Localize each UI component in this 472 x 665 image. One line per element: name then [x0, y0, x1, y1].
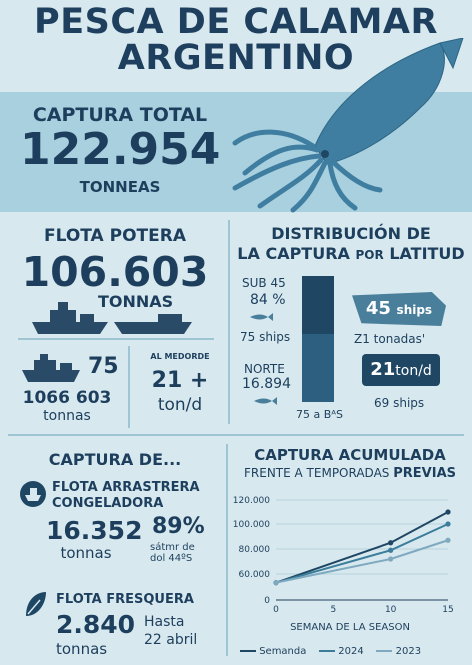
column-divider-top: [228, 220, 230, 424]
series-line: [275, 511, 449, 584]
legend-item: 2024: [319, 646, 364, 657]
total-value: 122.954: [20, 124, 221, 175]
callout-ships-sub: Z1 tonadas': [354, 332, 426, 346]
legend-label: 2024: [338, 646, 364, 657]
fish-icon: [254, 397, 277, 405]
chart-subtitle: FRENTE A TEMPORADAS PREVIAS: [232, 466, 468, 481]
sub45-ships: 75 ships: [240, 330, 291, 344]
chart-title: CAPTURA ACUMULADA: [254, 446, 446, 464]
y-tick-label: 80.000: [239, 545, 271, 555]
flota-rate-value: 21 +: [151, 368, 209, 393]
arrastrera-unit: tonnas: [60, 544, 112, 562]
callout-rate-value: 21: [370, 359, 396, 380]
y-tick-label: 0: [264, 596, 270, 606]
x-tick-label: 5: [330, 605, 336, 615]
ship-icon: [20, 481, 46, 507]
latitude-bar-sub45: [302, 276, 334, 334]
captura-title: CAPTURA DE...: [48, 450, 182, 469]
flota-tonnes-unit: tonnas: [43, 408, 91, 424]
legend-swatch: [240, 650, 256, 652]
distribution-title-line1: DISTRIBUCIÓN DE: [271, 224, 431, 243]
data-point: [388, 547, 394, 553]
arrastrera-note2: dol 44ºS: [150, 553, 193, 564]
section-divider: [8, 434, 464, 436]
data-point: [445, 521, 451, 527]
ship-icon: [32, 302, 108, 334]
arrastrera-pct: 89%: [152, 514, 205, 539]
distribution-title-part-c: LATITUD: [389, 244, 465, 263]
x-tick-label: 15: [442, 605, 453, 615]
fresquera-unit: tonnas: [56, 640, 108, 658]
flota-rate-label: AL MEDORDE: [150, 352, 210, 361]
arrastrera-note1: sátmr de: [150, 542, 195, 553]
chart-legend: Semanda 2024 2023: [240, 646, 470, 657]
flota-label: FLOTA POTERA: [43, 226, 186, 246]
chart-xlabel: SEMANA DE LA SEASON: [290, 622, 410, 633]
fresquera-note1: Hasta: [144, 614, 185, 630]
fish-icon: [250, 313, 273, 321]
data-point: [273, 580, 279, 586]
flota-split: [128, 346, 130, 428]
y-tick-label: 100.000: [233, 520, 270, 530]
latitude-bar-label: 75 a BᴬS: [296, 408, 343, 421]
page-title-line2: ARGENTINO: [117, 38, 355, 78]
leaf-icon: [26, 592, 46, 616]
y-tick-label: 120.000: [233, 496, 270, 506]
flota-unit: TONNAS: [98, 292, 174, 311]
y-tick-label: 60.000: [239, 570, 271, 580]
line-chart: 0 60.000 80.000 100.000 120.000 0 5 10 15: [233, 496, 454, 615]
fresquera-note2: 22 abril: [144, 632, 198, 648]
legend-swatch: [376, 650, 393, 652]
page-title-line1: PESCA DE CALAMAR: [34, 2, 438, 42]
fresquera-label: FLOTA FRESQUERA: [56, 592, 194, 607]
data-point: [388, 556, 394, 562]
distribution-title-part-b: POR: [355, 248, 384, 262]
callout-ships-unit: ships: [396, 303, 433, 317]
sub45-label: SUB 45: [242, 276, 286, 290]
callout-rate: 21ton/d: [362, 354, 440, 386]
chart-subtitle-part-b: PREVIAS: [393, 466, 456, 481]
norte-label: NORTE: [244, 362, 285, 376]
flota-rate-unit: ton/d: [157, 395, 203, 415]
x-tick-label: 0: [273, 605, 279, 615]
arrastrera-value: 16.352: [46, 516, 143, 545]
arrastrera-label1: FLOTA ARRASTRERA: [52, 480, 200, 495]
callout-rate-sub: 69 ships: [374, 396, 425, 410]
legend-label: Semanda: [259, 646, 307, 657]
callout-rate-unit: ton/d: [395, 363, 432, 379]
callout-ships: 45 ships: [352, 292, 446, 326]
data-point: [445, 509, 451, 515]
legend-label: 2023: [395, 646, 422, 657]
distribution-title-part-a: LA CAPTURA: [237, 244, 350, 263]
ship-icon: [22, 354, 80, 382]
flota-ships-count: 75: [88, 354, 119, 379]
latitude-bar-norte: [302, 334, 334, 402]
legend-item: Semanda: [240, 646, 306, 657]
flota-divider: [18, 338, 214, 340]
flota-value: 106.603: [21, 248, 209, 296]
data-point: [445, 537, 451, 543]
distribution-title-line2: LA CAPTURA POR LATITUD: [236, 244, 466, 263]
flota-tonnes: 1066 603: [22, 388, 112, 408]
callout-ships-value: 45: [365, 298, 391, 319]
chart-subtitle-part-a: FRENTE A TEMPORADAS: [244, 466, 390, 480]
legend-item: 2023: [376, 646, 421, 657]
legend-swatch: [319, 650, 336, 652]
total-unit: TONNEAS: [79, 178, 161, 196]
fresquera-value: 2.840: [56, 610, 136, 639]
column-divider-bottom: [226, 444, 228, 656]
x-tick-label: 10: [385, 605, 397, 615]
ship-icon: [114, 314, 192, 334]
data-point: [388, 540, 394, 546]
total-label: CAPTURA TOTAL: [32, 104, 208, 126]
norte-value: 16.894: [242, 376, 291, 392]
arrastrera-label2: CONGELADORA: [52, 496, 164, 511]
squid-icon: [232, 38, 464, 213]
sub45-pct: 84 %: [250, 292, 286, 308]
